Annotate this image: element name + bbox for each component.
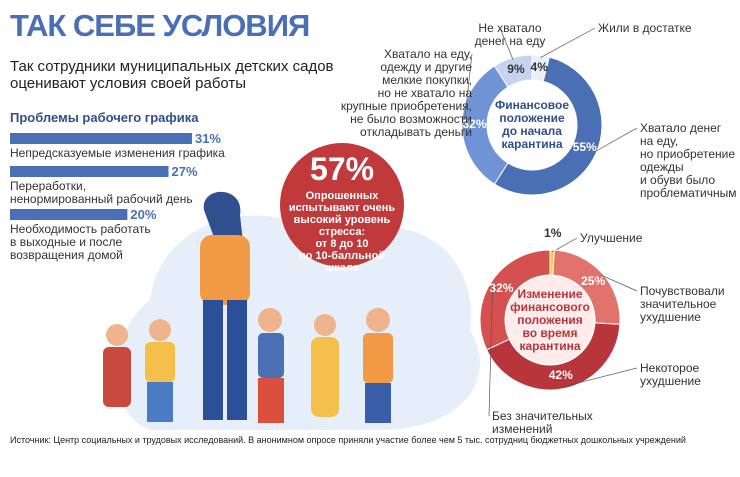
callout-text: Опрошенных испытывают очень высокий уров…	[288, 190, 396, 274]
callout-circle	[280, 143, 404, 267]
category-label: Непредсказуемые изменения графика	[10, 146, 225, 160]
value-label: 4%	[530, 59, 548, 74]
leader-line	[551, 237, 578, 253]
value-label: 27%	[171, 164, 198, 179]
donut-segment	[493, 54, 533, 88]
category-label: Переработки, ненормированный рабочий ден…	[10, 179, 193, 206]
donut-center	[488, 81, 576, 169]
leader-line	[488, 283, 493, 417]
illustration	[103, 191, 393, 423]
leader-line	[600, 274, 638, 292]
value-label: 31%	[194, 131, 221, 146]
value-label: 20%	[130, 207, 157, 222]
category-label: Не хватало денег на еду	[474, 21, 546, 48]
bar	[10, 209, 128, 220]
title: ТАК СЕБЕ УСЛОВИЯ	[10, 8, 310, 43]
category-label: Хватало денег на еду, но приобретение од…	[640, 121, 737, 200]
value-label: 9%	[507, 61, 525, 76]
source: Источник: Центр социальных и трудовых ис…	[10, 435, 686, 445]
category-label: Без значительных изменений	[492, 409, 593, 436]
value-label: 32%	[462, 117, 487, 131]
category-label: Необходимость работать в выходные и посл…	[10, 222, 151, 262]
value-label: 55%	[572, 139, 597, 154]
bar	[10, 133, 192, 144]
leader-line	[540, 27, 596, 58]
bar	[10, 166, 169, 177]
value-label: 32%	[489, 281, 514, 296]
leader-line	[594, 127, 638, 153]
donut-center	[506, 276, 594, 364]
donut-title: Финансовое положение до начала карантина	[494, 98, 569, 151]
leader-line	[562, 367, 638, 388]
callout-value: 57%	[309, 151, 375, 187]
leader-line	[499, 27, 514, 60]
donut-segment	[479, 249, 551, 351]
value-label: 25%	[581, 273, 606, 288]
category-label: Некоторое ухудшение	[640, 361, 701, 388]
donut-title: Изменение финансового положения во время…	[510, 287, 590, 353]
donut-segment	[493, 56, 603, 196]
subtitle: Так сотрудники муниципальных детских сад…	[10, 58, 334, 92]
category-label: Улучшение	[580, 231, 643, 245]
leader-line	[463, 53, 473, 126]
value-label: 1%	[544, 226, 562, 241]
category-label: Жили в достатке	[598, 21, 692, 35]
value-label: 42%	[548, 368, 573, 383]
chart-title: Проблемы рабочего графика	[10, 110, 199, 125]
category-label: Хватало на еду, одежду и другие мелкие п…	[340, 47, 472, 139]
donut-segment	[485, 322, 621, 391]
category-label: Почувствовали значительное ухудшение	[640, 284, 725, 324]
